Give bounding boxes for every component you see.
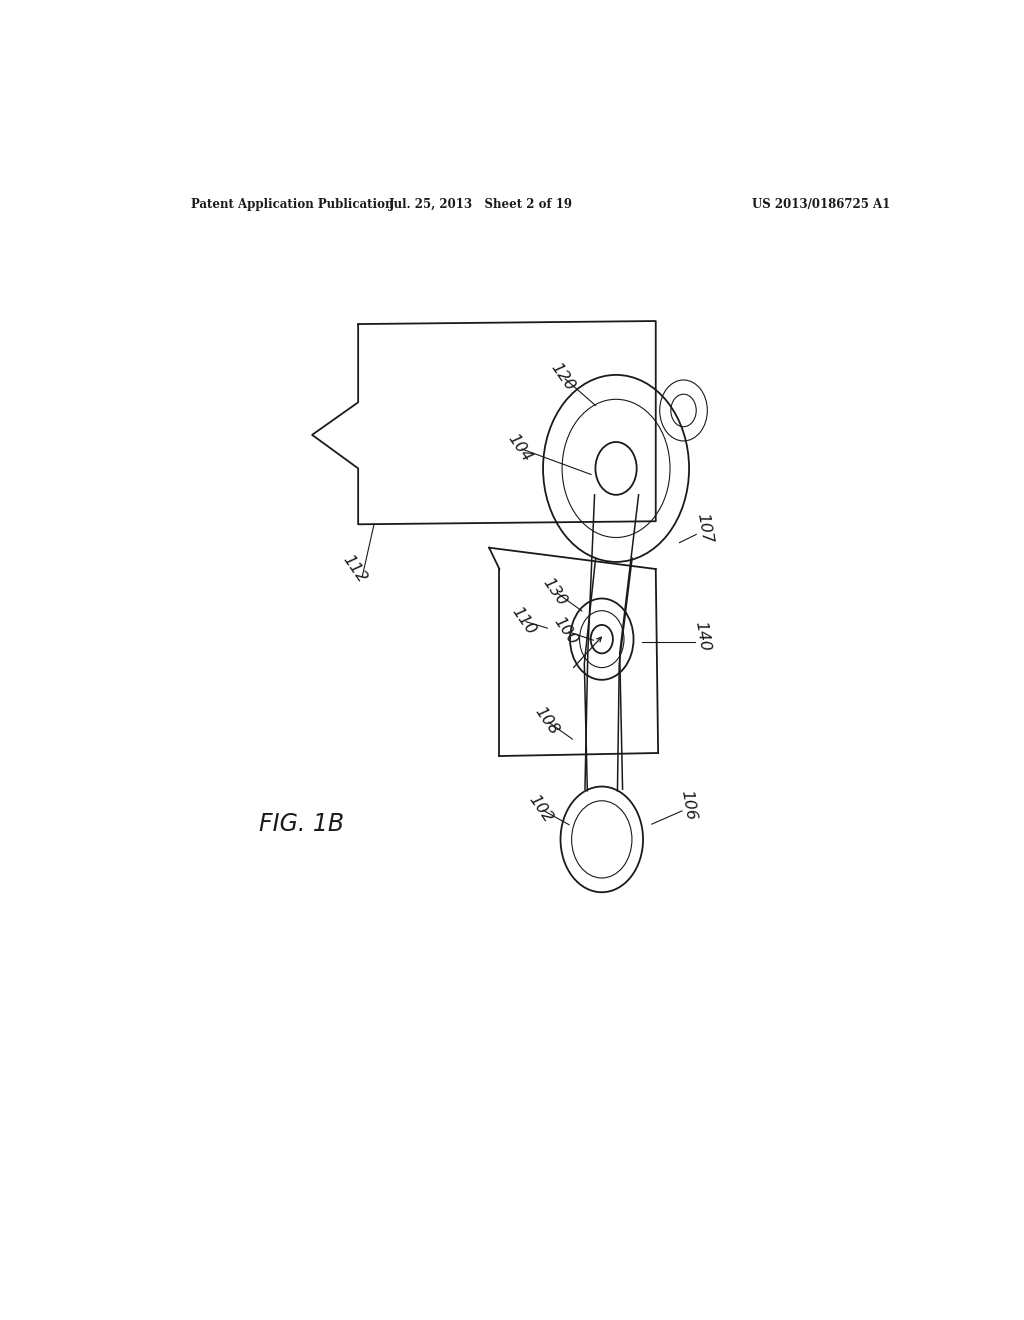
Text: 107: 107 (694, 512, 714, 545)
Text: 140: 140 (692, 620, 713, 652)
Text: 120: 120 (548, 360, 578, 393)
Text: 108: 108 (531, 704, 561, 737)
Text: Patent Application Publication: Patent Application Publication (191, 198, 394, 211)
Text: US 2013/0186725 A1: US 2013/0186725 A1 (752, 198, 890, 211)
Text: 102: 102 (525, 792, 556, 825)
Text: 100: 100 (551, 614, 581, 648)
Text: 104: 104 (505, 432, 535, 465)
Text: Jul. 25, 2013   Sheet 2 of 19: Jul. 25, 2013 Sheet 2 of 19 (389, 198, 573, 211)
Text: 110: 110 (508, 605, 538, 638)
Text: FIG. 1B: FIG. 1B (259, 812, 344, 836)
Text: 106: 106 (678, 788, 698, 821)
Text: 130: 130 (540, 574, 569, 609)
Text: 112: 112 (339, 552, 369, 586)
